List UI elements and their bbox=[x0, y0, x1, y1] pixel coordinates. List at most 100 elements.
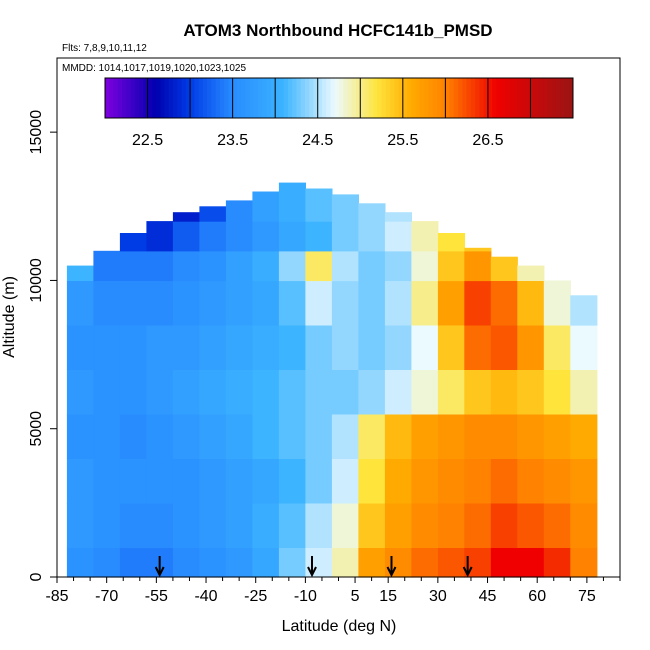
heatmap-cell bbox=[305, 413, 333, 459]
colorbar-swatch bbox=[458, 78, 463, 118]
heatmap-cell bbox=[199, 369, 227, 415]
heatmap-cell bbox=[570, 324, 598, 370]
heatmap-cell bbox=[199, 547, 227, 578]
colorbar-swatch bbox=[236, 78, 242, 118]
heatmap-cell bbox=[517, 265, 545, 281]
flight-marker-arrow bbox=[462, 556, 473, 578]
heatmap-cell bbox=[517, 547, 545, 578]
heatmap-cell bbox=[570, 413, 598, 459]
heatmap-cell bbox=[464, 247, 492, 252]
heatmap-cell bbox=[543, 280, 571, 326]
heatmap-cell bbox=[66, 413, 94, 459]
heatmap-cell bbox=[437, 233, 465, 252]
heatmap-cell bbox=[119, 233, 147, 252]
colorbar-swatch bbox=[564, 78, 570, 118]
heatmap-cell bbox=[543, 324, 571, 370]
heatmap-cell bbox=[384, 221, 412, 252]
heatmap-cell bbox=[93, 413, 121, 459]
heatmap-cell bbox=[517, 280, 545, 326]
heatmap-cell bbox=[199, 250, 227, 282]
heatmap-cell bbox=[543, 547, 571, 578]
heatmap-cell bbox=[464, 250, 492, 282]
colorbar-swatch bbox=[139, 78, 144, 118]
colorbar-swatch bbox=[224, 78, 229, 118]
heatmap-cell bbox=[199, 206, 227, 222]
colorbar-swatch bbox=[207, 78, 212, 118]
heatmap-cell bbox=[119, 324, 147, 370]
colorbar-swatch bbox=[479, 78, 485, 118]
heatmap-cell bbox=[331, 413, 359, 459]
heatmap-cell bbox=[437, 458, 465, 504]
heatmap-cell bbox=[146, 250, 174, 282]
heatmap-cell bbox=[225, 280, 253, 326]
heatmap-cell bbox=[305, 221, 333, 252]
x-tick-label: 60 bbox=[528, 588, 546, 605]
colorbar-tick-label: 23.5 bbox=[217, 132, 248, 149]
flight-marker-arrow bbox=[154, 556, 165, 578]
colorbar-swatch bbox=[551, 78, 557, 118]
heatmap-cell bbox=[543, 369, 571, 415]
colorbar-swatch bbox=[173, 78, 178, 118]
heatmap-cell bbox=[172, 280, 200, 326]
colorbar-swatch bbox=[343, 78, 348, 118]
heatmap-cell bbox=[278, 547, 306, 578]
y-tick-label: 10000 bbox=[28, 258, 45, 303]
flights-subtitle: Flts: 7,8,9,10,11,12 bbox=[62, 43, 147, 54]
heatmap-cell bbox=[93, 280, 121, 326]
colorbar-tick-label: 25.5 bbox=[387, 132, 418, 149]
heatmap-cell bbox=[66, 280, 94, 326]
heatmap-cell bbox=[437, 280, 465, 326]
colorbar-swatch bbox=[130, 78, 136, 118]
colorbar-swatch bbox=[194, 78, 199, 118]
colorbar-swatch bbox=[381, 78, 387, 118]
colorbar-swatch bbox=[521, 78, 527, 118]
colorbar-swatch bbox=[568, 78, 574, 118]
y-tick-label: 15000 bbox=[28, 110, 45, 155]
heatmap-cell bbox=[225, 547, 253, 578]
heatmap-cell bbox=[146, 458, 174, 504]
colorbar-swatch bbox=[147, 78, 153, 118]
heatmap-cell bbox=[464, 413, 492, 459]
colorbar-swatch bbox=[496, 78, 502, 118]
heatmap-cell bbox=[437, 547, 465, 578]
y-axis-label: Altitude (m) bbox=[1, 276, 18, 358]
colorbar-swatch bbox=[538, 78, 544, 118]
colorbar-swatch bbox=[160, 78, 165, 118]
heatmap-cell bbox=[384, 212, 412, 222]
colorbar-swatch bbox=[270, 78, 276, 118]
heatmap-cell bbox=[199, 413, 227, 459]
colorbar-swatch bbox=[266, 78, 272, 118]
heatmap-cell bbox=[358, 250, 386, 282]
heatmap-cell bbox=[172, 221, 200, 252]
colorbar-swatch bbox=[500, 78, 506, 118]
heatmap-cell bbox=[464, 502, 492, 548]
heatmap-cell bbox=[464, 458, 492, 504]
x-axis: -85 -70 -55 -40 -25 -10 5 15 30 45 60 75 bbox=[45, 577, 621, 605]
heatmap-cell bbox=[384, 413, 412, 459]
colorbar-swatch bbox=[334, 78, 340, 118]
heatmap-cell bbox=[305, 547, 333, 578]
heatmap-cell bbox=[278, 502, 306, 548]
colorbar-swatch bbox=[368, 78, 374, 118]
colorbar-swatch bbox=[275, 78, 280, 118]
x-axis-label: Latitude (deg N) bbox=[282, 618, 397, 635]
heatmap-cell bbox=[278, 182, 306, 222]
chart-title: ATOM3 Northbound HCFC141b_PMSD bbox=[183, 21, 492, 40]
heatmap-cell bbox=[411, 547, 439, 578]
colorbar-swatch bbox=[547, 78, 553, 118]
heatmap-cell bbox=[543, 458, 571, 504]
heatmap-cell bbox=[358, 280, 386, 326]
heatmap-cell bbox=[225, 200, 253, 222]
heatmap-cell bbox=[93, 324, 121, 370]
heatmap-cell bbox=[543, 502, 571, 548]
colorbar-swatch bbox=[360, 78, 365, 118]
heatmap-cell bbox=[358, 203, 386, 222]
colorbar-swatch bbox=[211, 78, 217, 118]
heatmap-cell bbox=[66, 502, 94, 548]
x-tick-label: 15 bbox=[379, 588, 397, 605]
heatmap-cell bbox=[464, 324, 492, 370]
colorbar-swatch bbox=[339, 78, 344, 118]
heatmap-cell bbox=[570, 295, 598, 326]
heatmap-cell bbox=[358, 221, 386, 252]
